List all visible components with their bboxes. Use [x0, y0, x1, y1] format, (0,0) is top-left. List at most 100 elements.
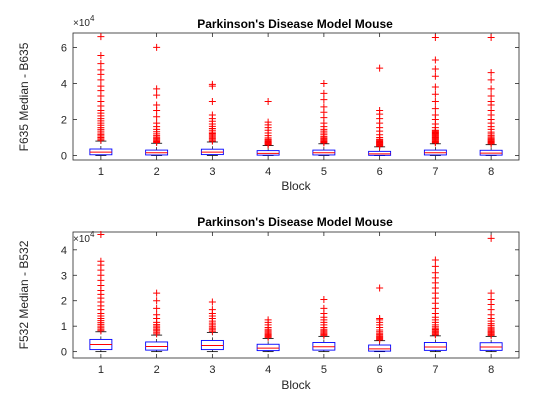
top-box-block-4: [256, 97, 280, 156]
bottom-axes-frame: [72, 231, 520, 359]
bottom-box-block-8: [479, 234, 503, 353]
top-outlier-marker: [431, 105, 439, 113]
top-exponent-base: ×10: [73, 18, 90, 29]
bottom-box: [145, 341, 169, 351]
bottom-outlier-marker: [487, 295, 495, 303]
bottom-outlier-marker: [487, 234, 495, 242]
bottom-y-axis-label: F532 Median - B532: [17, 240, 31, 349]
top-outlier-marker: [320, 103, 328, 111]
bottom-y-tick-label: 2: [61, 296, 67, 308]
top-outlier-marker: [487, 92, 495, 100]
bottom-outlier-marker: [97, 231, 105, 239]
bottom-box: [200, 339, 224, 351]
top-x-tick-label: 3: [209, 166, 215, 178]
top-outlier-marker: [431, 83, 439, 91]
top-y-tick-label: 4: [61, 78, 67, 90]
top-axes-frame: [72, 32, 520, 161]
bottom-outlier-marker: [431, 256, 439, 264]
bottom-y-tick-label: 0: [61, 347, 67, 359]
top-outlier-marker: [431, 97, 439, 105]
top-y-tick-label: 6: [61, 42, 67, 54]
top-plot-area: 0 2 4 6 1 2 3 4 5 6 7 8: [61, 32, 520, 178]
bottom-box: [312, 342, 336, 351]
top-outlier-marker: [431, 34, 439, 42]
top-exponent-label: ×104: [73, 14, 95, 29]
top-outlier-marker: [487, 69, 495, 77]
top-outlier-marker: [153, 85, 161, 93]
top-outlier-marker: [153, 119, 161, 127]
bottom-box: [423, 342, 447, 351]
bottom-x-tick-label: 7: [432, 364, 438, 376]
top-outlier-marker: [153, 101, 161, 109]
bottom-exponent-power: 4: [90, 230, 95, 239]
top-x-tick-label: 6: [377, 166, 383, 178]
top-box-block-5: [312, 79, 336, 156]
bottom-outlier-marker: [431, 262, 439, 270]
bottom-outlier-marker: [97, 257, 105, 265]
bottom-box-block-7: [423, 256, 447, 353]
top-outlier-marker: [97, 82, 105, 90]
top-chart-title: Parkinson's Disease Model Mouse: [197, 17, 393, 31]
bottom-x-tick-label: 1: [98, 364, 104, 376]
top-box-block-2: [145, 43, 169, 156]
bottom-outlier-marker: [376, 315, 384, 323]
top-x-tick-label: 4: [265, 166, 271, 178]
top-outlier-marker: [264, 97, 272, 105]
top-x-tick-label: 1: [98, 166, 104, 178]
bottom-subplot: Parkinson's Disease Model Mouse F532 Med…: [17, 215, 520, 392]
bottom-y-tick-label: 3: [61, 270, 67, 282]
bottom-y-tick-label: 4: [61, 245, 67, 257]
top-outlier-marker: [431, 72, 439, 80]
bottom-outlier-marker: [153, 289, 161, 297]
top-outlier-marker: [431, 65, 439, 73]
bottom-box-block-3: [200, 298, 224, 353]
bottom-outlier-marker: [153, 297, 161, 305]
bottom-outlier-marker: [487, 289, 495, 297]
top-x-tick-label: 2: [154, 166, 160, 178]
top-box: [368, 150, 392, 156]
bottom-box-block-1: [89, 231, 113, 353]
top-outlier-marker: [487, 76, 495, 84]
top-outlier-marker: [376, 106, 384, 114]
top-outlier-marker: [97, 60, 105, 68]
top-box-block-8: [479, 34, 503, 156]
bottom-x-axis-label: Block: [281, 378, 311, 392]
top-outlier-marker: [208, 111, 216, 119]
top-outlier-marker: [431, 56, 439, 64]
bottom-chart-title: Parkinson's Disease Model Mouse: [197, 215, 393, 229]
bottom-plot-area: 0 1 2 3 4 1 2 3 4 5 6 7 8: [61, 231, 520, 376]
bottom-box: [368, 344, 392, 352]
top-exponent-power: 4: [90, 14, 95, 23]
top-outlier-marker: [431, 90, 439, 98]
bottom-exponent-label: ×104: [73, 230, 95, 245]
bottom-x-tick-label: 2: [154, 364, 160, 376]
top-outlier-marker: [208, 80, 216, 88]
bottom-x-tick-label: 6: [377, 364, 383, 376]
top-outlier-marker: [320, 79, 328, 87]
bottom-outlier-marker: [376, 284, 384, 292]
bottom-box-block-6: [368, 284, 392, 353]
top-x-axis-label: Block: [281, 179, 311, 193]
top-box-block-3: [200, 80, 224, 156]
top-outlier-marker: [97, 66, 105, 74]
bottom-box-block-2: [145, 289, 169, 353]
top-y-tick-label: 2: [61, 114, 67, 126]
bottom-x-tick-label: 3: [209, 364, 215, 376]
top-outlier-marker: [153, 91, 161, 99]
bottom-y-tick-label: 1: [61, 321, 67, 333]
bottom-outlier-marker: [431, 269, 439, 277]
bottom-outlier-marker: [320, 295, 328, 303]
top-outlier-marker: [97, 33, 105, 41]
top-x-tick-label: 7: [432, 166, 438, 178]
top-outlier-marker: [264, 118, 272, 126]
top-outlier-marker: [487, 85, 495, 93]
bottom-box: [256, 343, 280, 352]
top-y-tick-label: 0: [61, 150, 67, 162]
top-outlier-marker: [320, 96, 328, 104]
top-x-tick-label: 5: [321, 166, 327, 178]
top-box-block-6: [368, 64, 392, 156]
top-outlier-marker: [97, 52, 105, 60]
bottom-outlier-marker: [153, 311, 161, 319]
top-box-block-1: [89, 33, 113, 156]
